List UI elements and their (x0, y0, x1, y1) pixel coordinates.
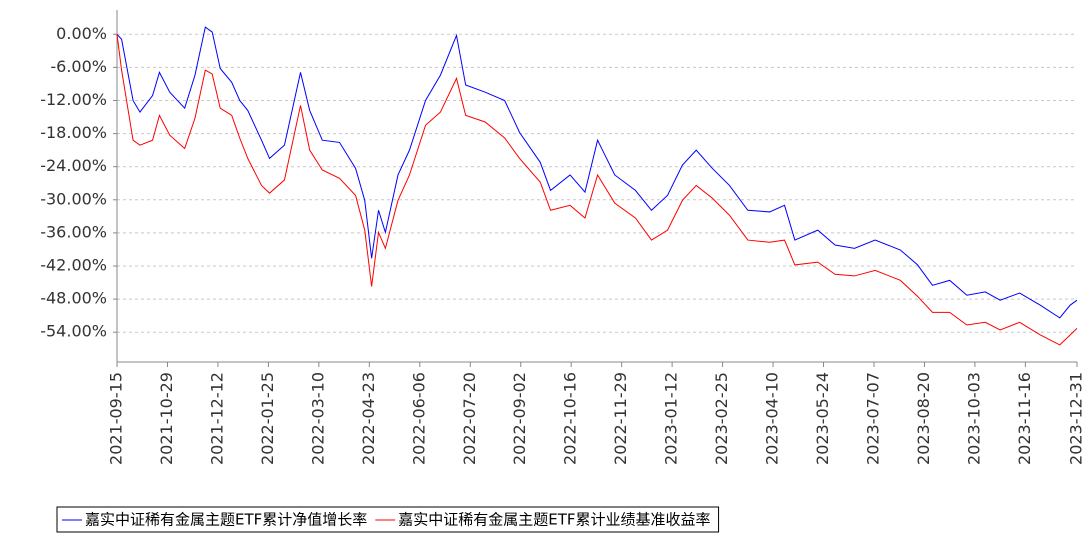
y-tick-label: -36.00% (40, 222, 107, 241)
x-tick-label: 2023-05-24 (813, 372, 832, 465)
x-tick-label: 2023-02-25 (712, 372, 731, 465)
x-tick-label: 2021-10-29 (157, 372, 176, 465)
x-tick-label: 2022-01-25 (258, 372, 277, 465)
y-tick-label: -12.00% (40, 90, 107, 109)
x-tick-label: 2021-09-15 (107, 372, 126, 465)
y-tick-label: -18.00% (40, 123, 107, 142)
x-tick-label: 2022-03-10 (308, 372, 327, 465)
x-tick-label: 2022-09-02 (510, 372, 529, 465)
x-tick-label: 2023-01-12 (662, 372, 681, 465)
y-tick-label: -6.00% (50, 57, 107, 76)
x-tick-label: 2023-10-03 (964, 372, 983, 465)
x-tick-label: 2022-11-29 (611, 372, 630, 465)
x-tick-label: 2023-08-20 (914, 372, 933, 465)
series-line (116, 26, 1078, 319)
y-tick-label: 0.00% (56, 24, 107, 43)
x-tick-label: 2022-10-16 (561, 372, 580, 465)
x-tick-label: 2023-11-16 (1015, 372, 1034, 465)
y-tick-label: -24.00% (40, 156, 107, 175)
x-tick-label: 2023-12-31 (1067, 372, 1086, 465)
y-tick-label: -54.00% (40, 322, 107, 341)
series-line (116, 34, 1078, 346)
y-tick-label: -48.00% (40, 289, 107, 308)
x-tick-label: 2022-07-20 (460, 372, 479, 465)
x-tick-label: 2023-07-07 (863, 372, 882, 465)
x-tick-label: 2022-06-06 (409, 372, 428, 465)
x-tick-label: 2021-12-12 (207, 372, 226, 465)
legend-label: 嘉实中证稀有金属主题ETF累计业绩基准收益率 (398, 511, 710, 529)
x-tick-label: 2023-04-10 (763, 372, 782, 465)
legend: 嘉实中证稀有金属主题ETF累计净值增长率 嘉实中证稀有金属主题ETF累计业绩基准收… (56, 506, 720, 533)
x-tick-label: 2022-04-23 (359, 372, 378, 465)
y-tick-label: -42.00% (40, 256, 107, 275)
y-tick-label: -30.00% (40, 189, 107, 208)
legend-label: 嘉实中证稀有金属主题ETF累计净值增长率 (85, 511, 367, 529)
